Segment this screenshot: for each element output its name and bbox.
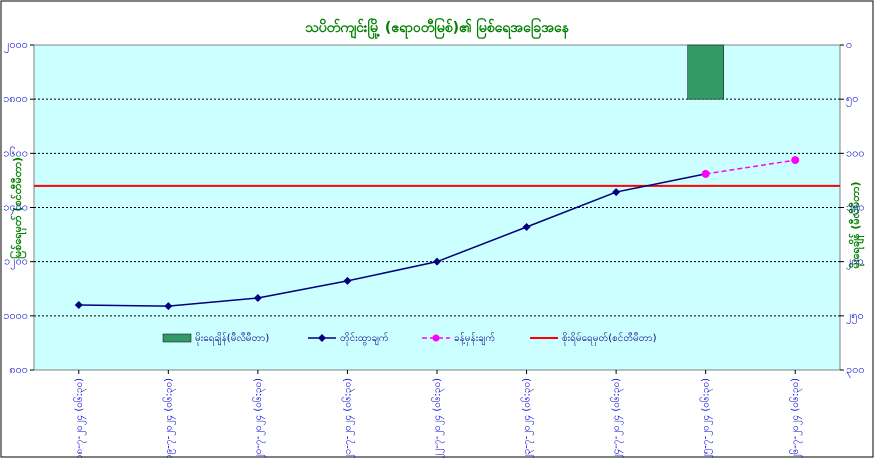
x-tick-label: ၂၀-၇-၂၀၂၄ (၀၆:၃၀): [251, 378, 266, 458]
marker: [701, 169, 710, 178]
y2-tick-label: ၀: [846, 38, 852, 51]
legend-label: တိုင်းထွာချက်: [340, 331, 389, 346]
line: [705, 159, 796, 175]
legend-marker: [318, 334, 326, 342]
y-tick-label: ၂၀၀၀: [4, 38, 28, 53]
x-tick-label: ၂၄-၇-၂၀၂၄ (၀၆:၃၀): [609, 378, 624, 458]
marker: [253, 293, 262, 302]
marker: [343, 276, 352, 285]
marker: [164, 302, 173, 311]
y-tick-label: ၁၆၀၀: [3, 146, 28, 159]
line: [78, 173, 706, 307]
legend-label: စိုးရိမ်ရေမှတ်(စင်တီမီတာ): [562, 331, 657, 346]
marker: [433, 257, 441, 266]
bar: [687, 44, 724, 100]
y2-tick-label: ၁၀၀: [846, 146, 865, 159]
y-tick-label: ၁၄၀၀: [3, 201, 28, 216]
y2-axis-label: မိုးရေချိန် (မီလီမီတာ): [848, 182, 865, 269]
y-tick-label: ၁၂၀၀: [4, 255, 28, 270]
y2-tick-label: ၃၀၀: [846, 363, 865, 378]
y2-tick-label: ၂၅၀: [846, 309, 864, 324]
legend-label: ခန့်မှန်းချက်: [454, 331, 495, 346]
y-axis-label: မြစ်ရေမှတ် (စင်တီမီတာ): [9, 157, 27, 259]
y-tick-label: ၁၈၀၀: [3, 92, 28, 105]
y2-tick-label: ၂၀၀: [846, 255, 864, 270]
legend-marker: [432, 334, 440, 342]
legend-swatch: [162, 333, 192, 343]
x-tick-label: ၁၈-၇-၂၀၂၄ (၀၆:၃၀): [72, 378, 87, 458]
legend-label: မိုးရေချိန်(မီလီမီတာ): [195, 331, 269, 346]
chart-title: သပိတ်ကျင်းမြို့ (ဧရာဝတီမြစ်)၏ မြစ်ရေအခြေ…: [305, 18, 570, 39]
y2-tick-label: ၅၀: [846, 92, 858, 107]
x-tick-label: ၂၆-၇-၂၀၂၄ (၀၆:၃၀): [788, 378, 803, 458]
marker: [791, 156, 800, 165]
x-tick-label: ၂၃-၇-၂၀၂၄ (၀၆:၃၀): [520, 378, 535, 458]
y-tick-label: ၈၀၀: [9, 363, 28, 376]
y-tick-label: ၁၀၀၀: [3, 309, 28, 322]
marker: [612, 188, 621, 197]
x-tick-label: ၁၉-၇-၂၀၂၄ (၀၆:၃၀): [161, 378, 176, 458]
x-tick-label: ၂၁-၇-၂၀၂၄ (၀၆:၃၀): [340, 378, 355, 458]
x-tick-label: ၂၂-၇-၂၀၂၄ (၀၆:၃၀): [430, 378, 445, 458]
y2-tick-label: ၁၅၀: [846, 201, 865, 216]
marker: [522, 223, 531, 231]
marker: [74, 301, 83, 309]
x-tick-label: ၂၅-၇-၂၀၂၄ (၀၆:၃၀): [699, 378, 714, 458]
